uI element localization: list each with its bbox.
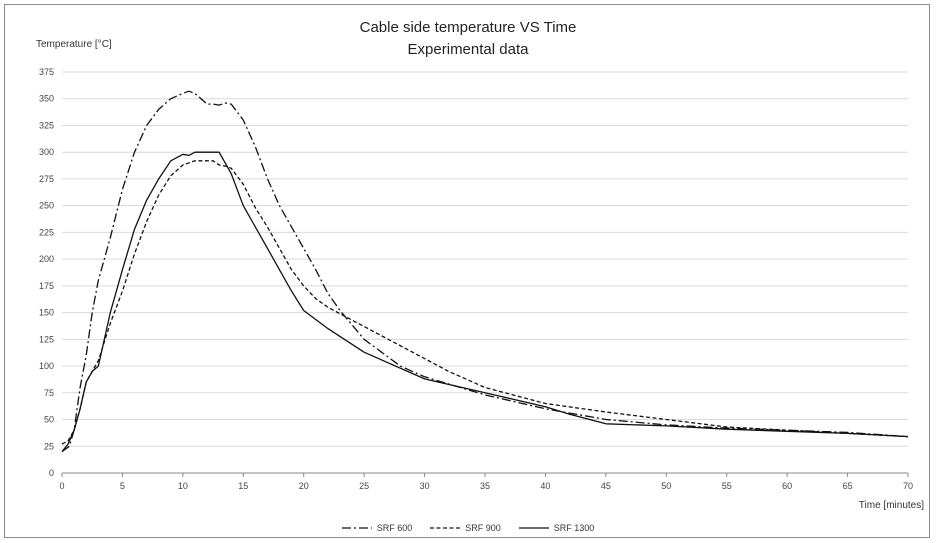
y-tick-label: 350 (39, 94, 54, 104)
x-tick-label: 15 (238, 481, 248, 491)
x-tick-label: 45 (601, 481, 611, 491)
y-axis-label: Temperature [°C] (36, 39, 112, 50)
y-tick-label: 75 (44, 388, 54, 398)
y-tick-label: 275 (39, 174, 54, 184)
legend-swatch (341, 527, 372, 529)
chart-title: Cable side temperature VS Time (359, 19, 577, 36)
x-tick-label: 0 (59, 481, 64, 491)
y-tick-label: 125 (39, 334, 54, 344)
series-line-srf-900 (61, 160, 909, 445)
legend-swatch (518, 527, 549, 529)
x-axis-label: Time [minutes] (858, 500, 924, 511)
x-tick-label: 40 (540, 481, 550, 491)
y-tick-label: 175 (39, 281, 54, 291)
x-tick-label: 60 (782, 481, 792, 491)
legend: SRF 600 SRF 900 SRF 1300 (0, 523, 936, 533)
y-tick-label: 375 (39, 67, 54, 77)
y-tick-label: 300 (39, 147, 54, 157)
series-line-srf-1300 (61, 151, 909, 453)
y-tick-label: 50 (44, 415, 54, 425)
chart-frame (4, 4, 930, 538)
chart-subtitle: Experimental data (407, 41, 529, 58)
y-tick-label: 250 (39, 201, 54, 211)
x-tick-label: 55 (722, 481, 732, 491)
y-tick-label: 100 (39, 361, 54, 371)
legend-swatch (430, 527, 461, 529)
legend-item: SRF 600 (341, 523, 413, 533)
series-line-srf-600 (61, 90, 909, 453)
y-tick-label: 150 (39, 308, 54, 318)
x-tick-label: 20 (299, 481, 309, 491)
x-tick-label: 65 (843, 481, 853, 491)
legend-label: SRF 600 (376, 523, 413, 533)
x-tick-label: 10 (178, 481, 188, 491)
legend-label: SRF 1300 (553, 523, 595, 533)
legend-label: SRF 900 (465, 523, 501, 533)
y-tick-label: 25 (44, 441, 54, 451)
x-tick-label: 5 (120, 481, 125, 491)
x-tick-label: 35 (480, 481, 490, 491)
legend-item: SRF 1300 (518, 523, 595, 533)
x-tick-label: 30 (420, 481, 430, 491)
y-tick-label: 200 (39, 254, 54, 264)
x-tick-label: 25 (359, 481, 369, 491)
y-tick-label: 0 (49, 468, 54, 478)
x-tick-label: 70 (903, 481, 913, 491)
x-tick-label: 50 (661, 481, 671, 491)
y-tick-label: 325 (39, 120, 54, 130)
legend-item: SRF 900 (430, 523, 501, 533)
y-tick-label: 225 (39, 227, 54, 237)
